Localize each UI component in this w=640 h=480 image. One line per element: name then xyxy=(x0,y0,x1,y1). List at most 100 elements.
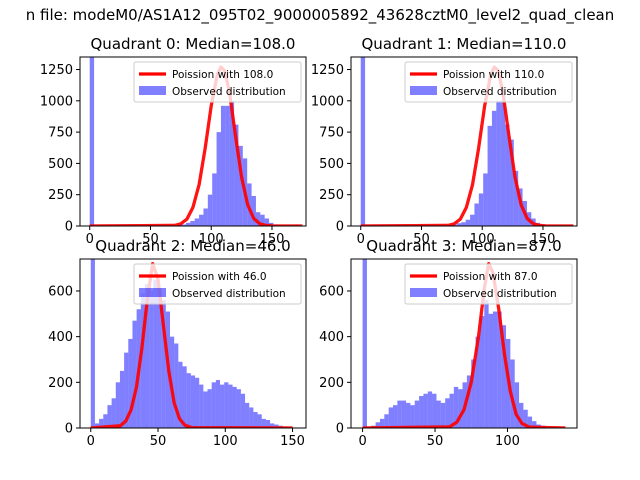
x-tick-label: 50 xyxy=(427,434,444,449)
observed-bar xyxy=(432,393,437,428)
observed-bar xyxy=(194,218,200,226)
observed-bar xyxy=(523,409,528,428)
subplot-title: Quadrant 2: Median=46.0 xyxy=(95,237,290,255)
observed-bar xyxy=(375,422,380,428)
observed-bar xyxy=(144,284,150,428)
observed-bar xyxy=(470,214,475,226)
x-tick-label: 0 xyxy=(358,434,366,449)
y-tick-label: 400 xyxy=(319,330,344,345)
observed-bar xyxy=(157,288,162,428)
observed-bar xyxy=(215,380,221,428)
observed-bar xyxy=(461,222,466,226)
subplot-quadrant-2: 0 50 100 150 0 200 400 600 Quadrant 2: Median=46… xyxy=(48,237,307,449)
observed-bar xyxy=(393,405,398,428)
observed-bar xyxy=(182,366,187,428)
x-tick-label: 100 xyxy=(213,434,238,449)
observed-bar xyxy=(186,373,191,428)
axes-frame xyxy=(350,258,578,429)
subplot-title: Quadrant 3: Median=87.0 xyxy=(366,237,561,255)
x-tick-label: 100 xyxy=(470,232,495,247)
observed-bar xyxy=(410,405,415,428)
observed-bar xyxy=(240,393,246,428)
observed-bar xyxy=(224,382,229,428)
y-tick-label: 0 xyxy=(336,220,344,235)
subplot-quadrant-0: 0 50 100 150 0 250 500 750 1000 1250 Quadrant 0: M… xyxy=(40,35,307,247)
observed-bar xyxy=(220,384,225,428)
observed-bar xyxy=(491,110,497,226)
observed-bar xyxy=(153,279,158,428)
observed-bar xyxy=(509,139,514,226)
observed-bars xyxy=(362,259,546,428)
observed-bar xyxy=(257,414,262,428)
observed-bar xyxy=(483,173,488,226)
observed-bar xyxy=(496,100,501,226)
legend: Poission with 87.0 Observed distribution xyxy=(404,263,573,305)
legend-box xyxy=(133,61,302,103)
observed-bar xyxy=(119,370,125,428)
x-tick-label: 50 xyxy=(413,232,430,247)
observed-bar xyxy=(466,375,472,428)
observed-bar xyxy=(181,224,186,226)
observed-bar xyxy=(128,338,133,428)
x-tick-label: 50 xyxy=(150,434,167,449)
observed-bar xyxy=(449,393,454,428)
observed-bar xyxy=(203,208,208,226)
observed-bar xyxy=(401,400,407,428)
observed-bar xyxy=(261,418,266,428)
observed-bar xyxy=(199,214,204,226)
observed-bar xyxy=(255,212,261,226)
y-tick-label: 250 xyxy=(48,188,73,203)
observed-bar xyxy=(456,223,462,226)
x-tick-label: 100 xyxy=(199,232,224,247)
observed-bar xyxy=(427,391,433,428)
observed-bar xyxy=(479,316,485,428)
legend-box xyxy=(404,61,573,103)
observed-bar xyxy=(253,412,258,428)
observed-bar xyxy=(149,290,154,428)
observed-bar xyxy=(212,173,217,226)
subplot-title: Quadrant 1: Median=110.0 xyxy=(362,35,567,53)
observed-bar xyxy=(234,124,239,226)
observed-bar xyxy=(360,57,366,226)
y-tick-label: 1000 xyxy=(40,94,73,109)
observed-bar xyxy=(419,396,424,428)
observed-bar xyxy=(111,398,116,428)
x-tick-label: 0 xyxy=(357,232,365,247)
observed-bar xyxy=(406,402,411,428)
y-tick-label: 1250 xyxy=(311,63,344,78)
observed-bar xyxy=(124,352,129,428)
y-tick-label: 0 xyxy=(65,220,73,235)
legend-observed-label: Observed distribution xyxy=(172,86,286,98)
observed-bar xyxy=(228,384,233,428)
x-tick-label: 150 xyxy=(280,434,305,449)
y-tick-label: 750 xyxy=(48,126,73,141)
legend-box xyxy=(404,263,573,305)
plot-area xyxy=(90,259,293,428)
figure-suptitle: n file: modeM0/AS1A12_095T02_9000005892_… xyxy=(26,6,615,25)
x-tick-label: 50 xyxy=(142,232,159,247)
observed-bar xyxy=(488,313,493,428)
y-tick-label: 600 xyxy=(48,284,73,299)
observed-bar xyxy=(484,300,489,428)
observed-bar xyxy=(185,222,191,226)
observed-bar xyxy=(107,405,112,428)
axes-frame xyxy=(79,258,307,429)
observed-bar xyxy=(216,132,221,226)
observed-bar xyxy=(445,398,450,428)
observed-bar xyxy=(207,389,212,428)
y-tick-label: 250 xyxy=(319,188,344,203)
legend-observed-swatch xyxy=(139,288,166,297)
observed-bar xyxy=(195,377,200,428)
observed-bar xyxy=(501,325,507,428)
observed-bar xyxy=(458,389,463,428)
axes-frame xyxy=(79,56,307,227)
observed-bar xyxy=(232,386,237,428)
observed-bar xyxy=(211,382,216,428)
observed-bar xyxy=(249,407,254,428)
y-tick-label: 0 xyxy=(65,422,73,437)
legend-observed-swatch xyxy=(410,86,437,95)
observed-bar xyxy=(99,418,104,428)
observed-bar xyxy=(440,402,446,428)
observed-bar xyxy=(519,402,524,428)
